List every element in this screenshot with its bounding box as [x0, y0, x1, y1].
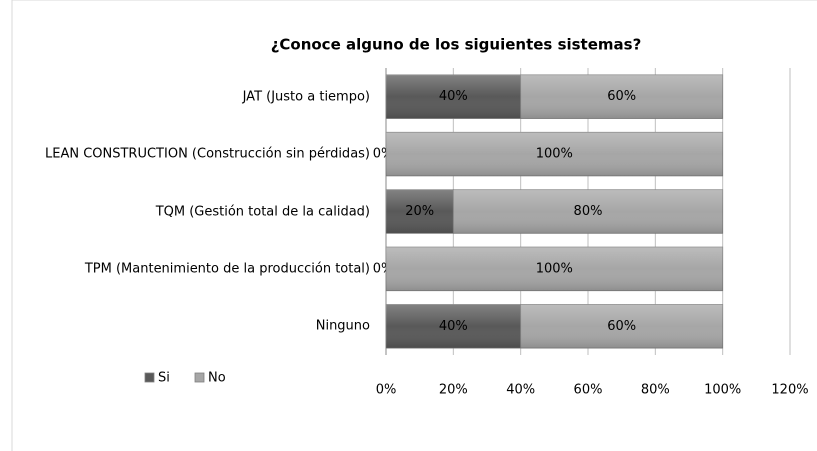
- y-tick-label: TPM (Mantenimiento de la producción tota…: [84, 261, 370, 277]
- legend-swatch: [194, 372, 205, 383]
- bar-shine: [386, 189, 454, 234]
- bar-shine: [386, 132, 723, 176]
- x-tick-label: 0%: [376, 383, 397, 398]
- legend-swatch: [144, 372, 155, 383]
- x-tick-label: 100%: [704, 383, 741, 398]
- x-tick-label: 20%: [439, 383, 468, 398]
- data-label: 60%: [607, 319, 636, 334]
- chart-title: ¿Conoce alguno de los siguientes sistema…: [271, 36, 642, 54]
- bar-shine: [453, 189, 723, 234]
- y-tick-label: LEAN CONSTRUCTION (Construcción sin pérd…: [45, 146, 370, 162]
- data-label: 40%: [439, 89, 468, 104]
- x-tick-label: 40%: [506, 383, 535, 398]
- data-label: 80%: [574, 204, 603, 219]
- x-tick-label: 60%: [574, 383, 603, 398]
- data-label: 20%: [405, 204, 434, 219]
- y-tick-label: JAT (Justo a tiempo): [242, 89, 370, 105]
- bar-shine: [386, 247, 723, 291]
- bar-shine: [520, 74, 723, 119]
- data-label: 100%: [536, 147, 573, 162]
- bar-shine: [386, 304, 521, 349]
- bar-shine: [386, 74, 521, 119]
- y-tick-label: Ninguno: [315, 318, 370, 334]
- legend-label: No: [208, 371, 226, 386]
- legend-label: Si: [158, 371, 170, 386]
- y-tick-label: TQM (Gestión total de la calidad): [155, 204, 370, 219]
- bar-shine: [520, 304, 723, 349]
- data-label: 40%: [439, 319, 468, 334]
- x-tick-label: 80%: [641, 383, 670, 398]
- data-label: 100%: [536, 261, 573, 276]
- data-label: 60%: [607, 89, 636, 104]
- chart-border: [11, 0, 817, 451]
- x-tick-label: 120%: [771, 383, 808, 398]
